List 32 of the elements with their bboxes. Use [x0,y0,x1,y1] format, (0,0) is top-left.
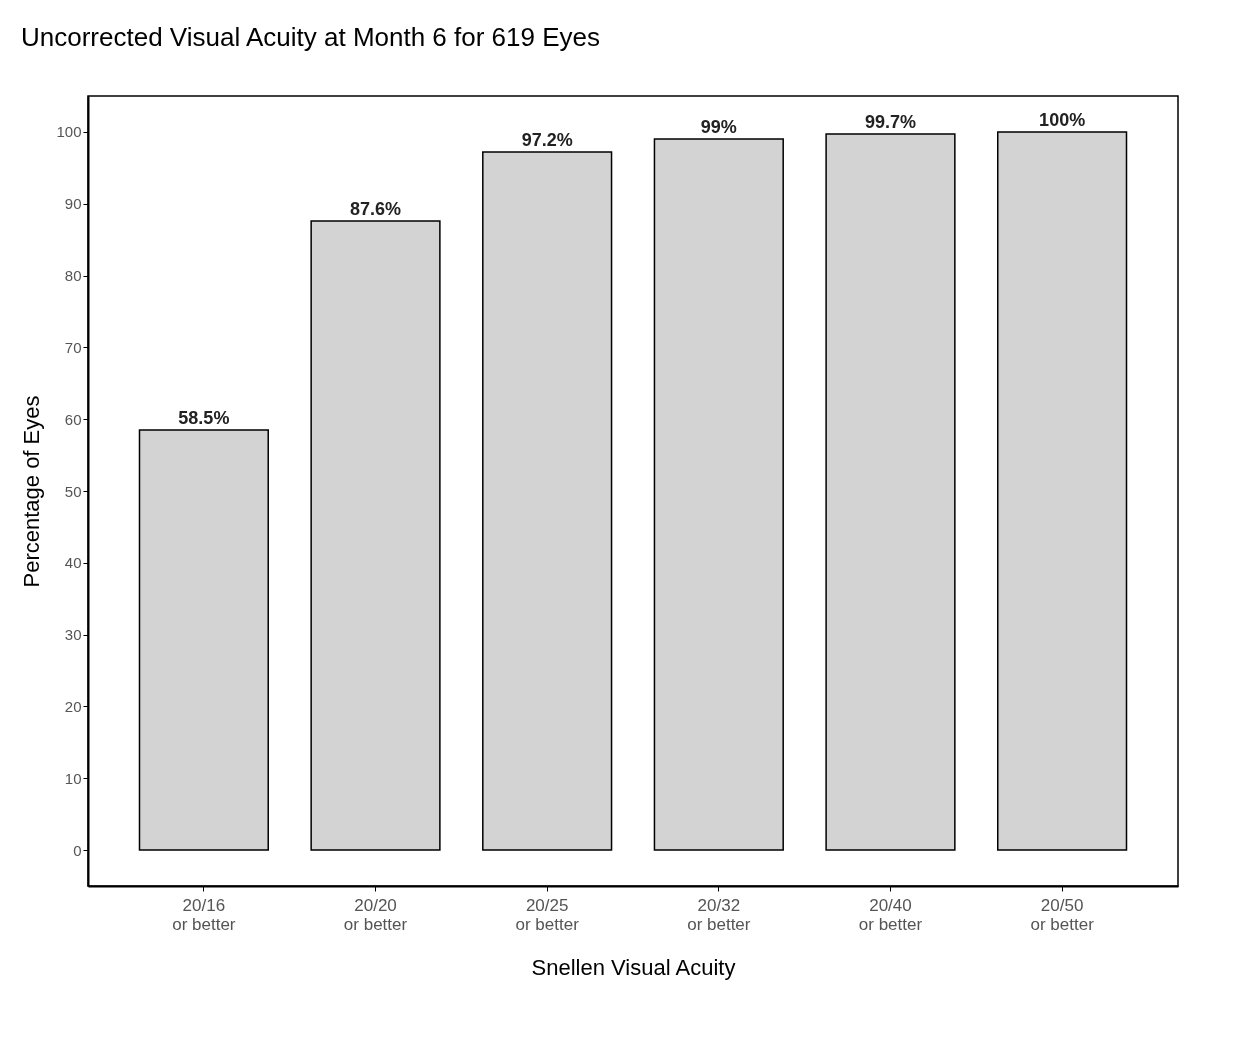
bar [997,131,1128,851]
y-tick-label: 50 [64,482,82,500]
x-tick-label: 20/32 or better [687,895,751,934]
y-tick-label: 100 [56,123,82,141]
y-tick-label: 20 [64,697,82,715]
x-tick-label: 20/25 or better [515,895,580,934]
y-axis-title: Percentage of Eyes [19,395,45,588]
data-label: 97.2% [521,130,573,151]
data-label: 58.5% [178,407,230,428]
y-tick-label: 80 [64,267,82,285]
data-label: 99.7% [864,112,916,133]
y-tick-label: 60 [64,410,82,428]
y-tick-label: 30 [64,626,82,644]
bar [653,138,784,851]
x-tick-label: 20/20 or better [343,895,408,934]
data-label: 100% [1039,109,1086,130]
y-tick-label: 70 [64,338,82,356]
data-label: 99% [700,117,737,138]
x-tick-label: 20/50 or better [1030,895,1095,934]
bar [310,220,441,851]
y-tick-label: 40 [64,554,82,572]
bar [482,151,613,851]
chart-title: Uncorrected Visual Acuity at Month 6 for 619 Eyes [20,22,601,52]
y-tick-label: 90 [64,195,82,213]
bar [138,429,269,851]
x-tick-label: 20/40 or better [858,895,923,934]
x-tick-label: 20/16 or better [172,895,236,934]
y-tick-label: 10 [64,769,82,787]
x-axis-title: Snellen Visual Acuity [531,954,736,980]
data-label: 87.6% [350,198,402,219]
bar [825,133,956,851]
y-tick-label: 0 [73,841,82,859]
